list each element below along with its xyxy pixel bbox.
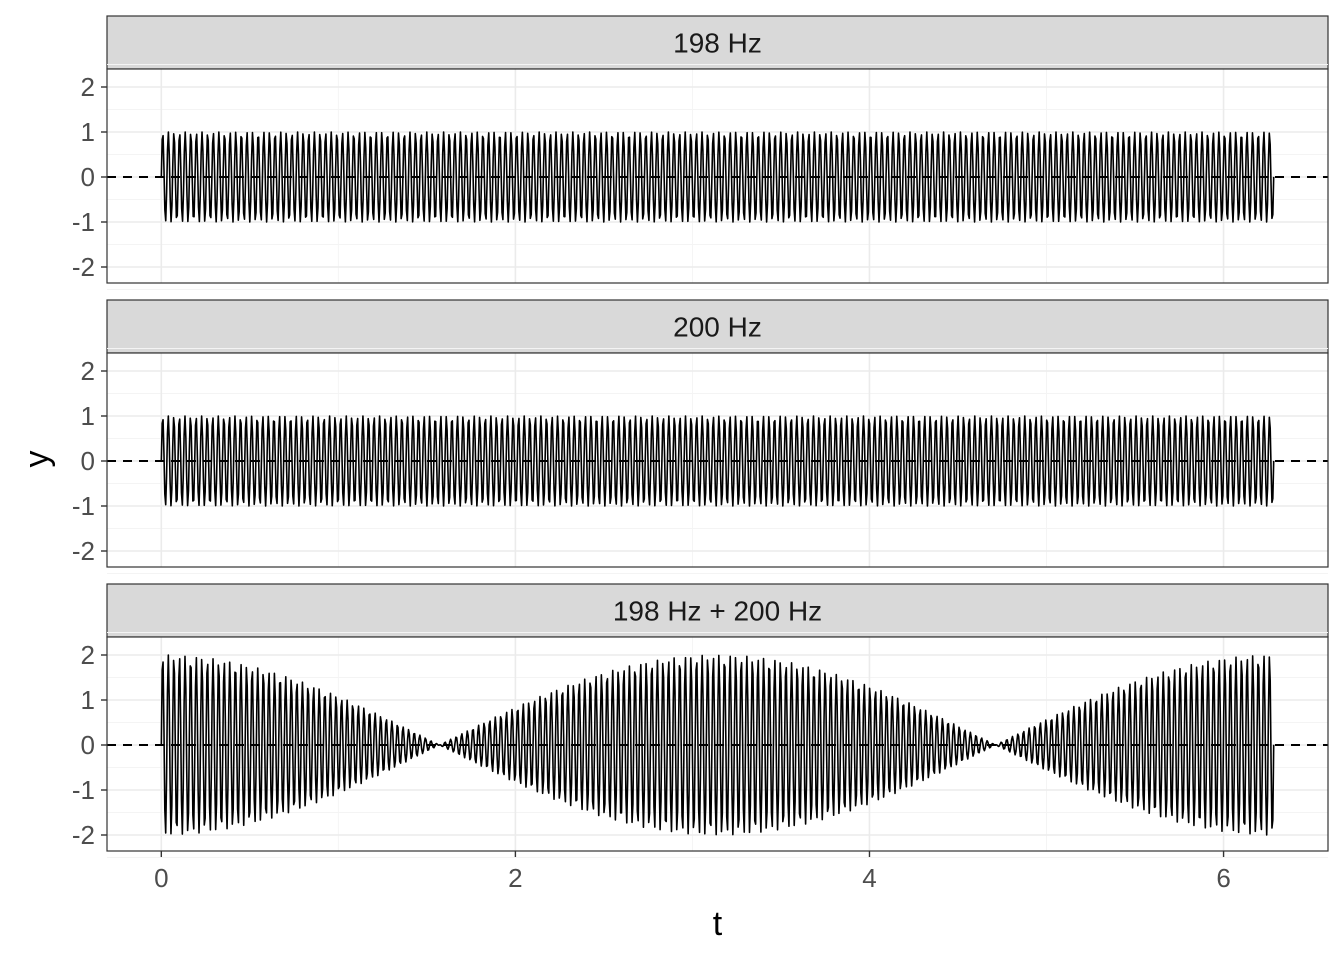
panel-border xyxy=(106,352,1329,568)
y-tick-label: -1 xyxy=(72,207,95,237)
y-tick-label: -1 xyxy=(72,775,95,805)
y-tick-label: -1 xyxy=(72,491,95,521)
x-tick-label: 0 xyxy=(154,863,168,893)
y-tick-label: 0 xyxy=(81,162,95,192)
facet-strip xyxy=(106,15,1329,70)
facet-strip-label: 198 Hz xyxy=(673,28,762,59)
y-tick-label: 1 xyxy=(81,401,95,431)
x-axis-title: t xyxy=(713,905,723,943)
panel-border xyxy=(106,68,1329,284)
y-tick-label: 2 xyxy=(81,356,95,386)
facet-strip-label: 198 Hz + 200 Hz xyxy=(613,596,822,627)
facet-strip-label: 200 Hz xyxy=(673,312,762,343)
y-tick-label: -2 xyxy=(72,252,95,282)
y-tick-label: -2 xyxy=(72,820,95,850)
y-tick-label: 2 xyxy=(81,72,95,102)
y-tick-label: 1 xyxy=(81,685,95,715)
y-tick-label: -2 xyxy=(72,536,95,566)
facet-strip xyxy=(106,299,1329,354)
y-tick-label: 0 xyxy=(81,730,95,760)
x-tick-label: 4 xyxy=(862,863,876,893)
panel-border xyxy=(106,636,1329,852)
facet-panel: 198 Hz -2 -1 0 1 2 xyxy=(72,15,1329,290)
facet-panel: 198 Hz + 200 Hz -2 -1 0 1 2 0 2 4 6 xyxy=(72,583,1329,893)
facet-panel: 200 Hz -2 -1 0 1 2 xyxy=(72,299,1329,574)
x-tick-label: 2 xyxy=(508,863,522,893)
x-tick-label: 6 xyxy=(1216,863,1230,893)
y-axis-title: y xyxy=(18,451,56,468)
y-tick-label: 1 xyxy=(81,117,95,147)
y-tick-label: 0 xyxy=(81,446,95,476)
y-tick-label: 2 xyxy=(81,640,95,670)
